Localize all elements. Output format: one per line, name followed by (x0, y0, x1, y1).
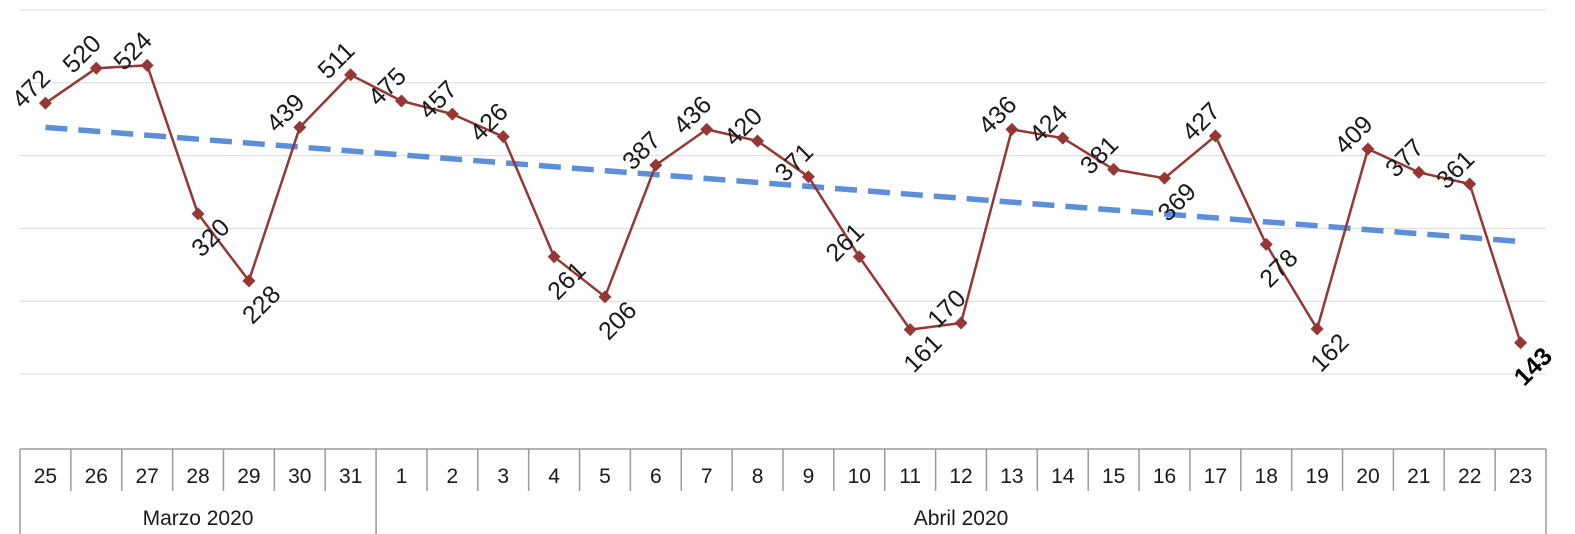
data-point (649, 158, 663, 172)
data-label: 206 (593, 296, 642, 345)
tick-label: 9 (803, 465, 815, 488)
data-label: 278 (1254, 244, 1303, 293)
data-point (242, 274, 256, 288)
data-point (344, 68, 358, 82)
tick-label: 7 (701, 465, 713, 488)
data-point (1259, 237, 1273, 251)
data-point (700, 122, 714, 136)
tick-label: 5 (599, 465, 611, 488)
data-point (852, 250, 866, 264)
data-point (445, 107, 459, 121)
data-point (1514, 336, 1528, 350)
tick-label: 17 (1204, 465, 1227, 488)
data-point (38, 96, 52, 110)
tick-label: 26 (85, 465, 108, 488)
data-point (1158, 171, 1171, 185)
data-point (1361, 142, 1375, 156)
data-point (598, 290, 612, 304)
series-line (44, 64, 1522, 344)
data-point (1208, 129, 1222, 143)
group-label: Marzo 2020 (143, 507, 254, 530)
tick-label: 18 (1255, 465, 1278, 488)
tick-label: 3 (497, 465, 509, 488)
tick-label: 14 (1051, 465, 1075, 488)
tick-label: 6 (650, 465, 662, 488)
data-point (954, 316, 968, 330)
data-label: 369 (1153, 178, 1202, 227)
series-group (38, 58, 1528, 350)
data-label: 143 (1509, 342, 1558, 391)
tick-label: 13 (1000, 465, 1023, 488)
gridlines (20, 9, 1546, 375)
category-axis: 25 26 27 28 29 30 31 1 2 3 4 5 6 7 8 9 10 11 12 13 14 15 16 17 1… (19, 448, 1547, 534)
tick-label: 27 (135, 465, 158, 488)
tick-label: 30 (288, 465, 311, 488)
data-point (1056, 131, 1070, 145)
tick-label: 31 (339, 465, 362, 488)
data-point (1463, 177, 1477, 191)
data-point (801, 170, 815, 184)
data-label: 162 (1305, 328, 1354, 377)
trendline-group (45, 124, 1521, 245)
data-label: 228 (237, 280, 286, 329)
tick-label: 1 (396, 465, 408, 488)
data-point (1107, 162, 1121, 176)
tick-label: 2 (447, 465, 459, 488)
data-point (547, 250, 561, 264)
tick-label: 11 (899, 465, 921, 488)
tick-label: 12 (949, 465, 972, 488)
data-point (903, 323, 917, 337)
tick-label: 25 (34, 465, 57, 488)
trendline (45, 124, 1521, 245)
data-point (496, 130, 510, 144)
tick-label: 10 (848, 465, 871, 488)
data-point (89, 61, 103, 75)
tick-label: 16 (1153, 465, 1176, 488)
tick-label: 21 (1407, 465, 1430, 488)
data-point (395, 94, 408, 108)
data-point (751, 134, 765, 148)
data-point (1310, 322, 1324, 336)
data-label: 161 (898, 329, 947, 378)
tick-label: 23 (1509, 465, 1532, 488)
data-point (140, 58, 154, 72)
tick-label: 29 (237, 465, 260, 488)
data-point (293, 120, 307, 134)
data-label: 261 (542, 256, 591, 305)
tick-label: 4 (548, 465, 560, 488)
tick-label: 22 (1458, 465, 1481, 488)
data-point (1412, 165, 1426, 179)
group-label: Abril 2020 (914, 507, 1009, 530)
data-point (191, 207, 205, 221)
tick-label: 19 (1305, 465, 1328, 488)
data-point (1005, 122, 1019, 136)
tick-label: 15 (1102, 465, 1125, 488)
tick-label: 8 (752, 465, 764, 488)
tick-label: 20 (1356, 465, 1379, 488)
tick-label: 28 (186, 465, 209, 488)
